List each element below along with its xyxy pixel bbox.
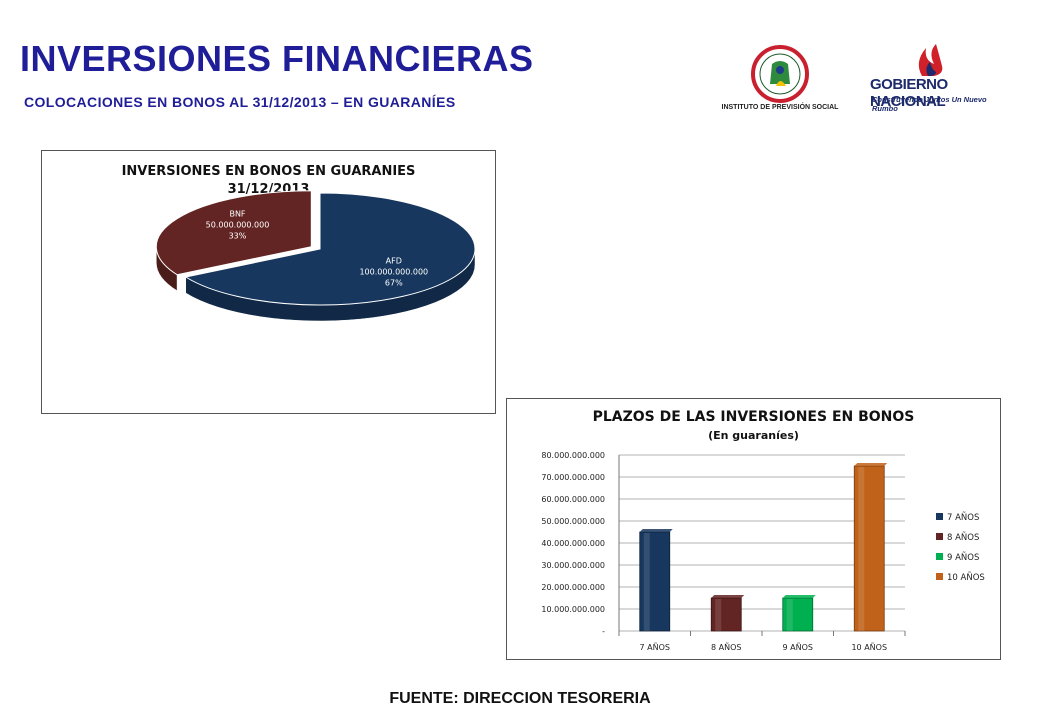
gobierno-name: GOBIERNO NACIONAL <box>870 76 948 110</box>
pie-label-afd-2: 67% <box>385 278 403 287</box>
y-tick-label: 20.000.000.000 <box>541 583 605 592</box>
y-tick-label: 40.000.000.000 <box>541 539 605 548</box>
bar-3 <box>782 595 816 632</box>
legend-label: 10 AÑOS <box>947 572 985 583</box>
bar-highlight <box>715 599 722 631</box>
gobierno-flame-icon <box>918 44 943 76</box>
y-tick-label: 80.000.000.000 <box>541 451 605 460</box>
ips-logo: INSTITUTO DE PREVISIÓN SOCIAL <box>716 42 844 118</box>
source-footer: FUENTE: DIRECCION TESORERIA <box>389 690 651 707</box>
legend-swatch <box>936 573 943 580</box>
page-subtitle: COLOCACIONES EN BONOS AL 31/12/2013 – EN… <box>24 94 456 110</box>
legend-swatch <box>936 533 943 540</box>
bar-top <box>639 529 673 532</box>
x-tick-label: 7 AÑOS <box>640 642 670 652</box>
bar-4 <box>853 463 888 632</box>
bar-top <box>854 463 888 466</box>
pie-chart-title: INVERSIONES EN BONOS EN GUARANIES <box>121 164 416 179</box>
y-tick-label: 30.000.000.000 <box>541 561 605 570</box>
bar-2 <box>710 595 745 632</box>
pie-chart-plot: AFD 100.000.000.000 67% BNF 50.000.000.000 33… <box>155 190 476 322</box>
pie-slice-top <box>184 192 476 306</box>
y-tick-label: 70.000.000.000 <box>541 473 605 482</box>
y-tick-label: 50.000.000.000 <box>541 517 605 526</box>
bar-highlight <box>786 599 793 631</box>
bar-chart-title: PLAZOS DE LAS INVERSIONES EN BONOS <box>592 409 915 425</box>
x-tick-label: 9 AÑOS <box>783 642 813 652</box>
pie-slice-top <box>155 190 312 276</box>
y-tick-label: 10.000.000.000 <box>541 605 605 614</box>
x-tick-label: 10 AÑOS <box>851 642 887 652</box>
bar-top <box>782 595 816 598</box>
legend-label: 7 AÑOS <box>947 512 979 523</box>
pie-label-afd-0: AFD <box>386 256 402 265</box>
gobierno-tagline: Construyendo Juntos Un Nuevo Rumbo <box>872 95 987 113</box>
page-title: INVERSIONES FINANCIERAS <box>20 38 534 79</box>
pie-chart-panel: INVERSIONES EN BONOS EN GUARANIES 31/12/… <box>41 150 496 414</box>
bar-1 <box>639 529 673 632</box>
pie-label-bnf-1: 50.000.000.000 <box>206 220 270 229</box>
bar-highlight <box>643 533 650 631</box>
bar-highlight <box>858 467 865 631</box>
bar-face <box>782 597 814 632</box>
legend-label: 9 AÑOS <box>947 552 979 563</box>
bar-chart-plot: - 10.000.000.000 20.000.000.000 30.000.000.… <box>541 451 985 652</box>
pie-label-afd-1: 100.000.000.000 <box>359 267 428 276</box>
bar-top <box>711 595 745 598</box>
pie-label-bnf-2: 33% <box>229 231 247 240</box>
legend-swatch <box>936 513 943 520</box>
bar-face <box>853 465 885 632</box>
pie-slice-afd: AFD 100.000.000.000 67% <box>184 192 476 322</box>
bar-chart-panel: PLAZOS DE LAS INVERSIONES EN BONOS (En g… <box>506 398 1001 660</box>
ips-logo-emblem <box>751 45 809 103</box>
legend-label: 8 AÑOS <box>947 532 979 543</box>
pie-slice-bnf: BNF 50.000.000.000 33% <box>155 190 312 292</box>
gobierno-nacional-logo: GOBIERNO NACIONAL Construyendo Juntos Un… <box>864 42 1000 118</box>
y-tick-label: 60.000.000.000 <box>541 495 605 504</box>
legend-swatch <box>936 553 943 560</box>
pie-label-bnf-0: BNF <box>229 209 245 218</box>
bar-chart-subtitle: (En guaraníes) <box>708 429 799 442</box>
ips-logo-text: INSTITUTO DE PREVISIÓN SOCIAL <box>721 104 839 111</box>
x-tick-label: 8 AÑOS <box>711 642 741 652</box>
y-tick-label: - <box>602 627 605 636</box>
